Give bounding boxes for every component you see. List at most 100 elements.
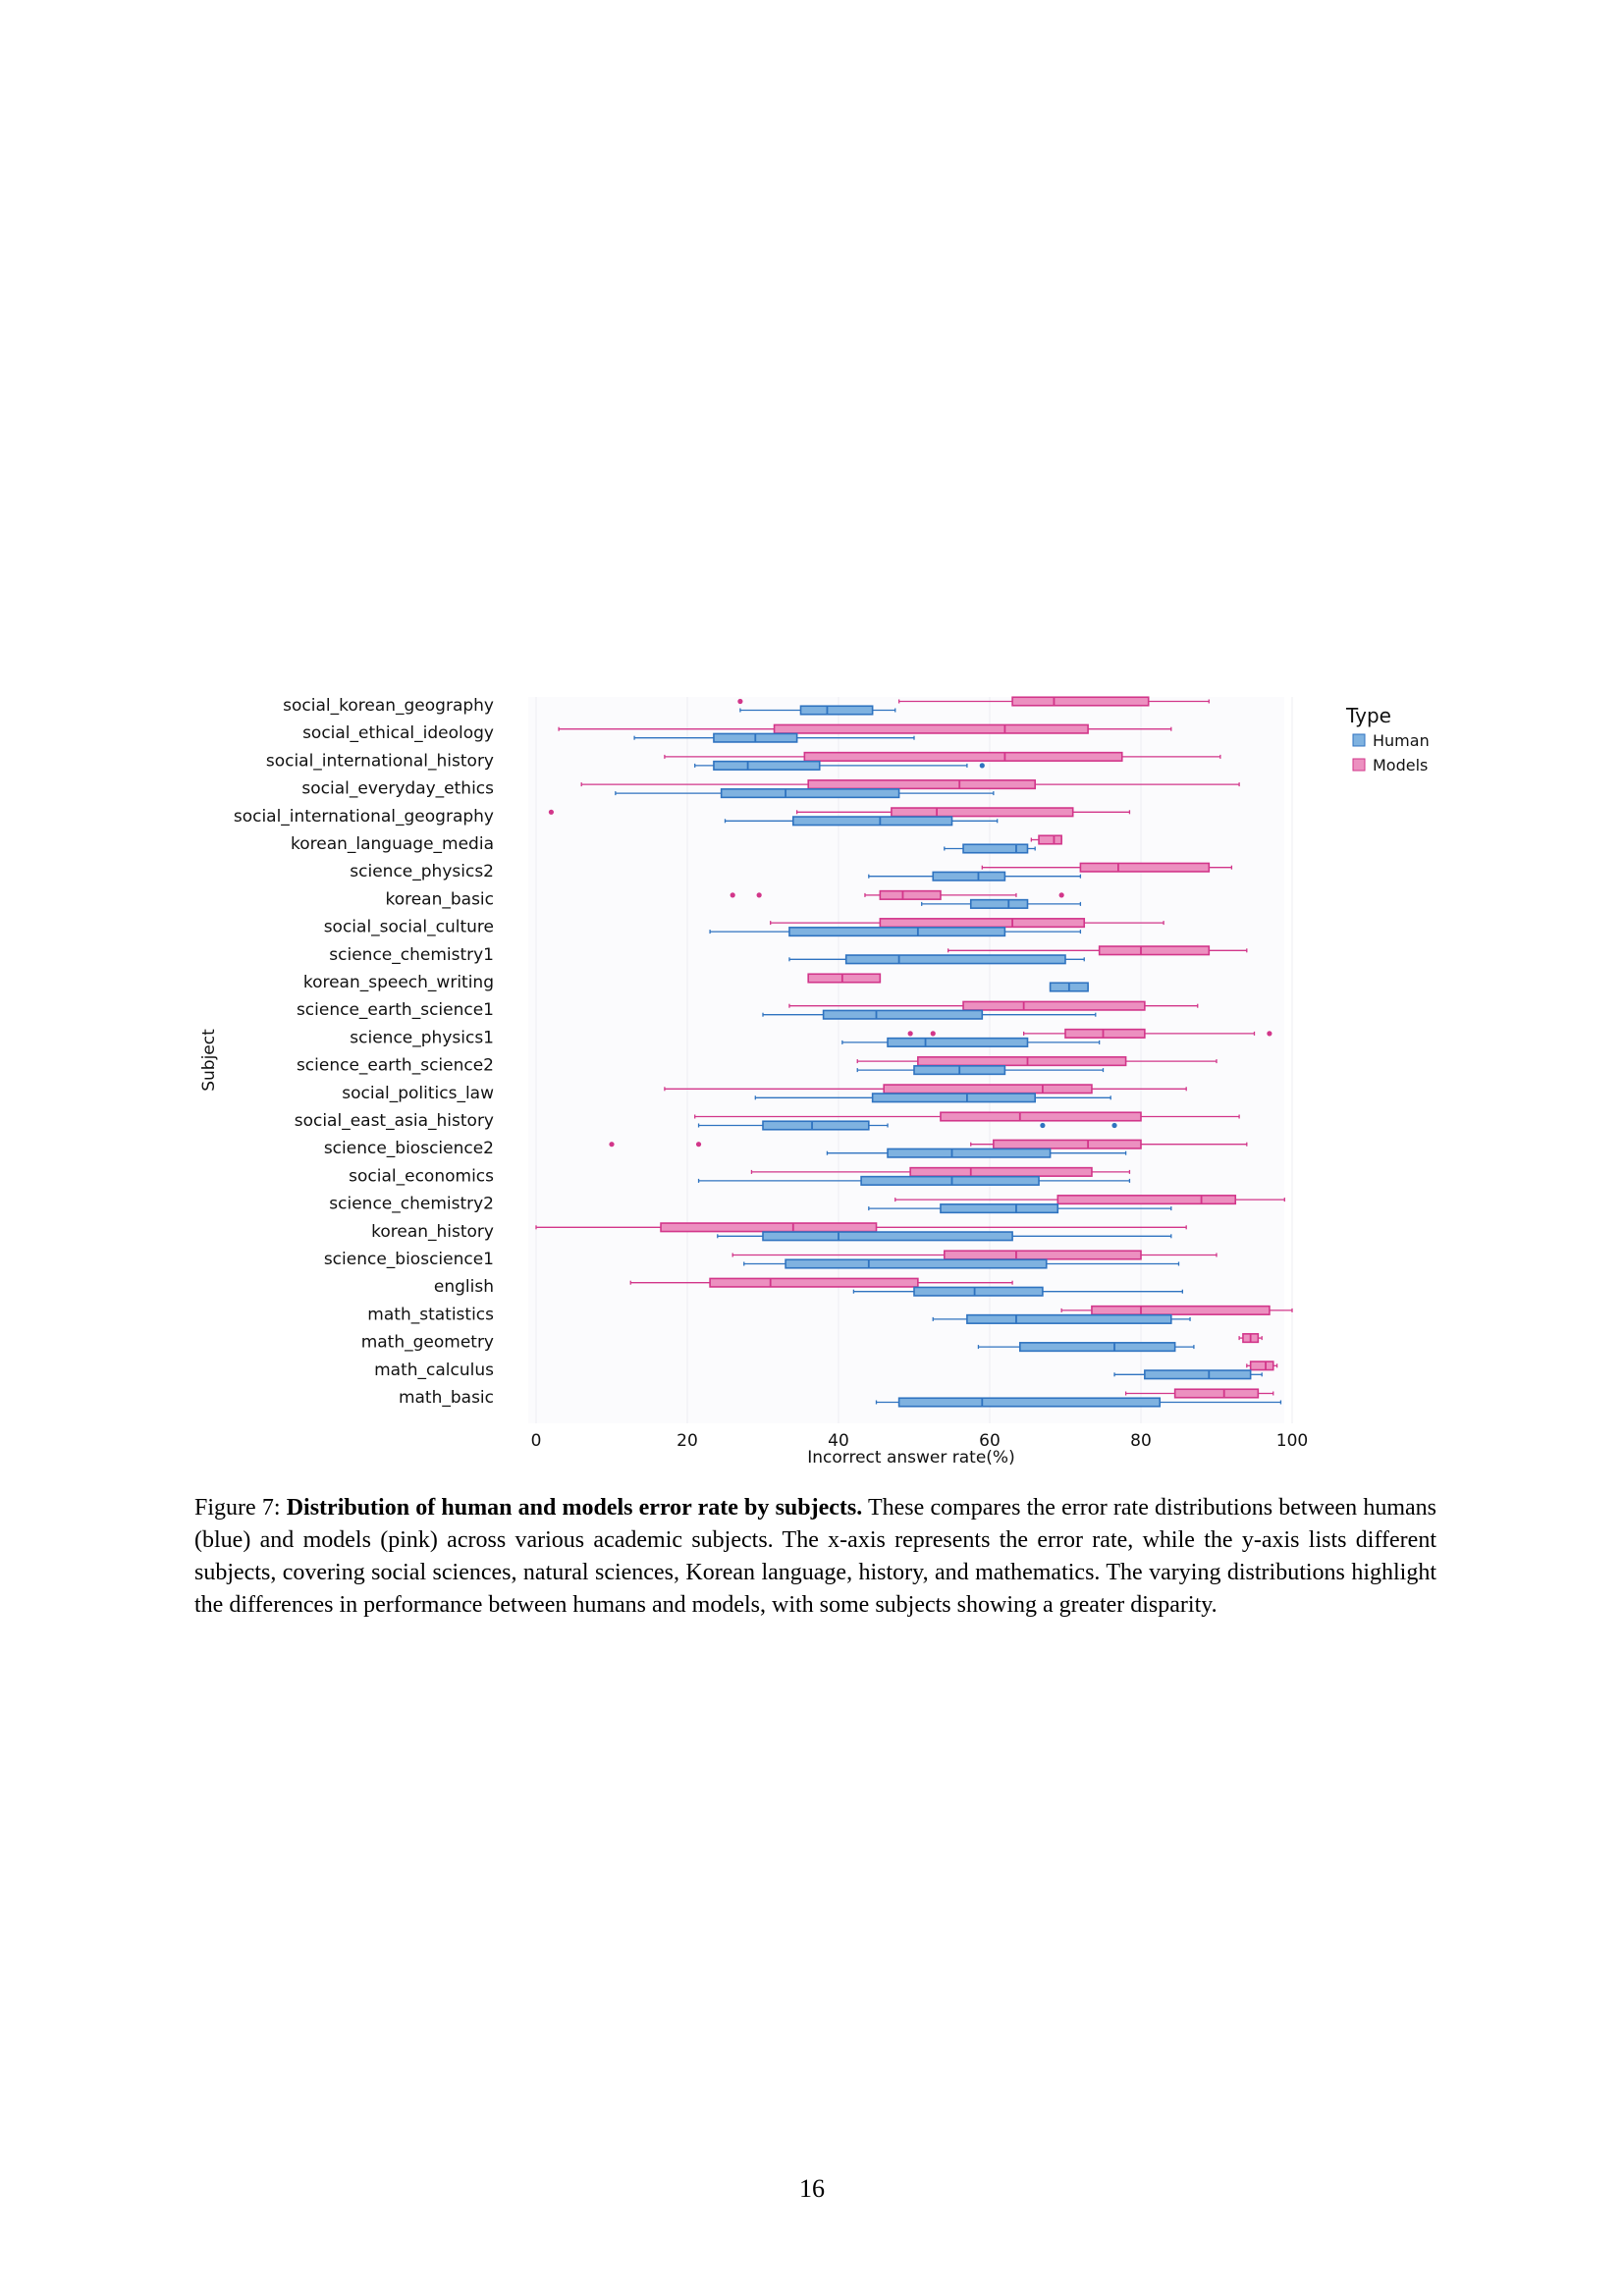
outlier-point: [907, 1031, 913, 1037]
iqr-box: [887, 1148, 1052, 1158]
human-box: [754, 1093, 1111, 1103]
y-tick-label: science_bioscience1: [324, 1250, 494, 1269]
models-box: [894, 1195, 1285, 1205]
iqr-box: [943, 1250, 1142, 1260]
iqr-box: [1056, 1195, 1237, 1205]
x-tick-label: 20: [677, 1431, 698, 1451]
legend-swatch-human: [1352, 733, 1366, 747]
iqr-box: [844, 954, 1066, 965]
x-tick-label: 60: [979, 1431, 1001, 1451]
models-box: [1124, 1388, 1274, 1399]
legend-label-models: Models: [1373, 756, 1428, 774]
iqr-box: [1018, 1342, 1176, 1353]
human-box: [1049, 982, 1089, 992]
models-box: [981, 862, 1233, 873]
page-number: 16: [799, 2174, 825, 2203]
y-tick-label: science_earth_science2: [297, 1056, 494, 1076]
human-box: [724, 816, 999, 827]
human-box: [977, 1342, 1195, 1353]
models-box: [580, 779, 1240, 790]
human-box: [615, 788, 995, 799]
iqr-box: [1038, 834, 1062, 845]
models-box: [1238, 1333, 1263, 1344]
models-box: [694, 1111, 1240, 1122]
models-box: [737, 696, 1210, 707]
iqr-box: [879, 918, 1086, 929]
models-box: [664, 751, 1221, 762]
y-tick-label: math_geometry: [361, 1333, 494, 1353]
iqr-box: [962, 843, 1029, 854]
iqr-box: [897, 1397, 1162, 1408]
models-box: [947, 945, 1248, 956]
iqr-box: [891, 807, 1074, 818]
iqr-box: [788, 927, 1006, 937]
iqr-box: [993, 1139, 1142, 1149]
y-tick-label: math_basic: [399, 1388, 494, 1408]
human-box: [852, 1286, 1183, 1297]
iqr-box: [969, 898, 1029, 909]
models-box: [558, 723, 1172, 734]
iqr-box: [822, 1009, 984, 1020]
y-tick-label: science_bioscience2: [324, 1139, 494, 1158]
y-tick-label: korean_history: [371, 1222, 494, 1242]
human-box: [697, 1175, 1131, 1186]
models-box: [1060, 1305, 1293, 1315]
iqr-box: [762, 1120, 870, 1131]
human-box: [739, 705, 896, 716]
y-tick-label: social_social_culture: [324, 918, 494, 937]
outlier-point: [609, 1142, 615, 1148]
iqr-box: [1091, 1305, 1271, 1315]
legend-label-human: Human: [1373, 731, 1430, 750]
iqr-box: [773, 723, 1089, 734]
iqr-box: [913, 1286, 1044, 1297]
human-box: [743, 1258, 1180, 1269]
y-tick-label: english: [434, 1277, 494, 1297]
human-box: [826, 1148, 1127, 1158]
human-box: [762, 1009, 1097, 1020]
human-box: [875, 1397, 1282, 1408]
outlier-point: [1111, 1122, 1117, 1129]
y-tick-label: social_politics_law: [342, 1084, 494, 1103]
iqr-box: [1249, 1361, 1274, 1371]
iqr-box: [807, 973, 882, 984]
human-box: [856, 1065, 1105, 1076]
x-tick-label: 80: [1130, 1431, 1152, 1451]
y-axis-title: Subject: [199, 1029, 219, 1092]
iqr-box: [917, 1056, 1127, 1067]
iqr-box: [785, 1258, 1048, 1269]
human-box: [868, 1203, 1172, 1214]
iqr-box: [791, 816, 953, 827]
human-box: [841, 1037, 1101, 1047]
y-tick-label: math_statistics: [367, 1305, 494, 1324]
y-tick-label: science_chemistry1: [329, 945, 494, 965]
outlier-point: [1040, 1122, 1046, 1129]
y-tick-labels: social_korean_geography social_ethical_id…: [234, 696, 494, 1408]
x-tick-labels: 0 20 40 60 80 100: [531, 1431, 1309, 1451]
models-box: [1030, 834, 1062, 845]
y-tick-label: science_physics1: [350, 1028, 494, 1047]
models-box: [788, 1000, 1199, 1011]
iqr-box: [909, 1166, 1093, 1177]
y-tick-label: korean_speech_writing: [303, 973, 494, 992]
outlier-point: [979, 763, 985, 769]
y-tick-label: social_korean_geography: [283, 696, 494, 716]
y-tick-label: social_everyday_ethics: [301, 779, 494, 799]
boxes: [535, 696, 1293, 1408]
iqr-box: [762, 1231, 1013, 1242]
y-tick-label: korean_language_media: [291, 834, 494, 854]
legend: Type Human Models: [1345, 704, 1430, 774]
x-tick-label: 100: [1276, 1431, 1308, 1451]
caption-title: Distribution of human and models error r…: [286, 1495, 863, 1521]
outlier-point: [930, 1031, 936, 1037]
caption-label: Figure 7:: [194, 1495, 281, 1521]
legend-swatch-models: [1352, 758, 1366, 772]
y-tick-label: science_earth_science1: [297, 1000, 494, 1020]
iqr-box: [660, 1222, 878, 1233]
iqr-box: [1098, 945, 1211, 956]
x-tick-label: 0: [531, 1431, 542, 1451]
models-box: [730, 889, 1064, 900]
iqr-box: [871, 1093, 1037, 1103]
iqr-box: [860, 1175, 1040, 1186]
y-tick-label: korean_basic: [385, 889, 494, 909]
y-tick-label: social_international_history: [266, 751, 494, 771]
